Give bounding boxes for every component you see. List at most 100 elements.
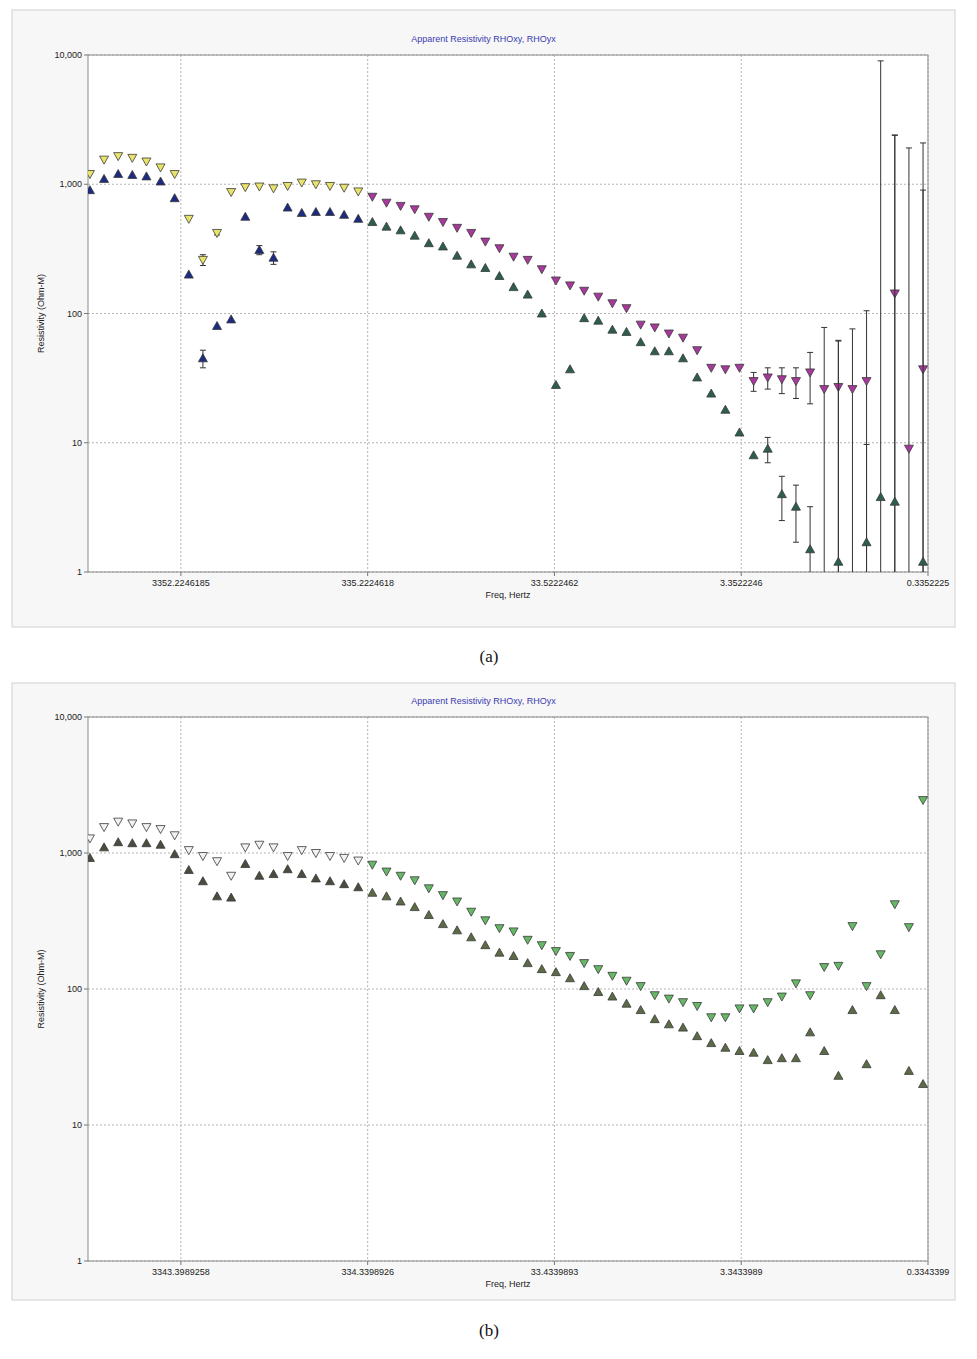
point — [424, 911, 433, 919]
point — [749, 1048, 758, 1056]
point — [142, 172, 151, 180]
marks — [88, 797, 928, 1088]
point — [919, 1080, 928, 1088]
point — [791, 980, 800, 988]
point — [537, 266, 546, 274]
point — [679, 1023, 688, 1031]
tick — [84, 184, 88, 185]
point — [255, 245, 264, 253]
point — [396, 872, 405, 880]
tick-label: 1,000 — [59, 848, 82, 858]
point — [693, 373, 702, 381]
grid-line — [88, 442, 928, 443]
tick — [554, 1261, 555, 1265]
point — [170, 850, 179, 858]
point — [241, 844, 250, 852]
point — [495, 272, 504, 280]
tick — [928, 1261, 929, 1265]
point — [156, 826, 165, 834]
point — [862, 983, 871, 991]
grid-line — [367, 717, 368, 1261]
point — [453, 251, 462, 259]
tick — [84, 853, 88, 854]
point — [848, 386, 857, 394]
tick — [84, 55, 88, 56]
point — [806, 369, 815, 377]
point — [707, 1014, 716, 1022]
point — [523, 290, 532, 298]
point — [509, 951, 518, 959]
point — [340, 880, 349, 888]
point — [241, 860, 250, 868]
marks — [88, 61, 928, 572]
point — [142, 824, 151, 832]
tick-label: 10 — [72, 1120, 82, 1130]
grid-line — [88, 1125, 928, 1126]
point — [707, 364, 716, 372]
point — [453, 926, 462, 934]
point — [622, 327, 631, 335]
point — [537, 942, 546, 950]
tick-label: 10,000 — [54, 50, 82, 60]
point — [862, 378, 871, 386]
tick-label: 1 — [77, 567, 82, 577]
point — [453, 898, 462, 906]
point — [749, 1005, 758, 1013]
tick-label: 33.4339893 — [531, 1267, 579, 1277]
point — [297, 179, 306, 187]
point — [213, 322, 222, 330]
point — [354, 857, 363, 865]
tick-label: 0.3343399 — [907, 1267, 950, 1277]
point — [170, 194, 179, 202]
point — [184, 270, 193, 278]
point — [326, 877, 335, 885]
point — [679, 354, 688, 362]
tick — [84, 572, 88, 573]
point — [88, 171, 94, 179]
plot-area — [88, 717, 928, 1261]
point — [227, 315, 236, 323]
tick — [367, 1261, 368, 1265]
point — [777, 1054, 786, 1062]
tick-label: 1,000 — [59, 179, 82, 189]
point — [114, 838, 123, 846]
point — [679, 999, 688, 1007]
point — [664, 330, 673, 338]
point — [834, 557, 843, 565]
point — [848, 1006, 857, 1014]
point — [834, 1071, 843, 1079]
error-bar — [793, 485, 799, 542]
point — [904, 1066, 913, 1074]
grid-line — [88, 853, 928, 854]
point — [622, 977, 631, 985]
point — [650, 992, 659, 1000]
tick — [180, 1261, 181, 1265]
point — [735, 1005, 744, 1013]
point — [566, 365, 575, 373]
point — [636, 983, 645, 991]
error-bar — [807, 352, 813, 403]
tick — [928, 572, 929, 576]
point — [213, 892, 222, 900]
point — [495, 925, 504, 933]
point — [410, 231, 419, 239]
point — [890, 1006, 899, 1014]
point — [721, 405, 730, 413]
point — [791, 1054, 800, 1062]
error-bar — [835, 340, 841, 572]
point — [213, 858, 222, 866]
point — [509, 928, 518, 936]
point — [88, 853, 94, 861]
tick — [741, 572, 742, 576]
point — [763, 374, 772, 382]
point — [693, 1032, 702, 1040]
tick-label: 0.3352225 — [907, 578, 950, 588]
point — [396, 897, 405, 905]
point — [283, 865, 292, 873]
point — [354, 188, 363, 196]
point — [198, 256, 207, 264]
point — [509, 253, 518, 261]
point — [368, 218, 377, 226]
tick — [84, 989, 88, 990]
point — [326, 853, 335, 861]
